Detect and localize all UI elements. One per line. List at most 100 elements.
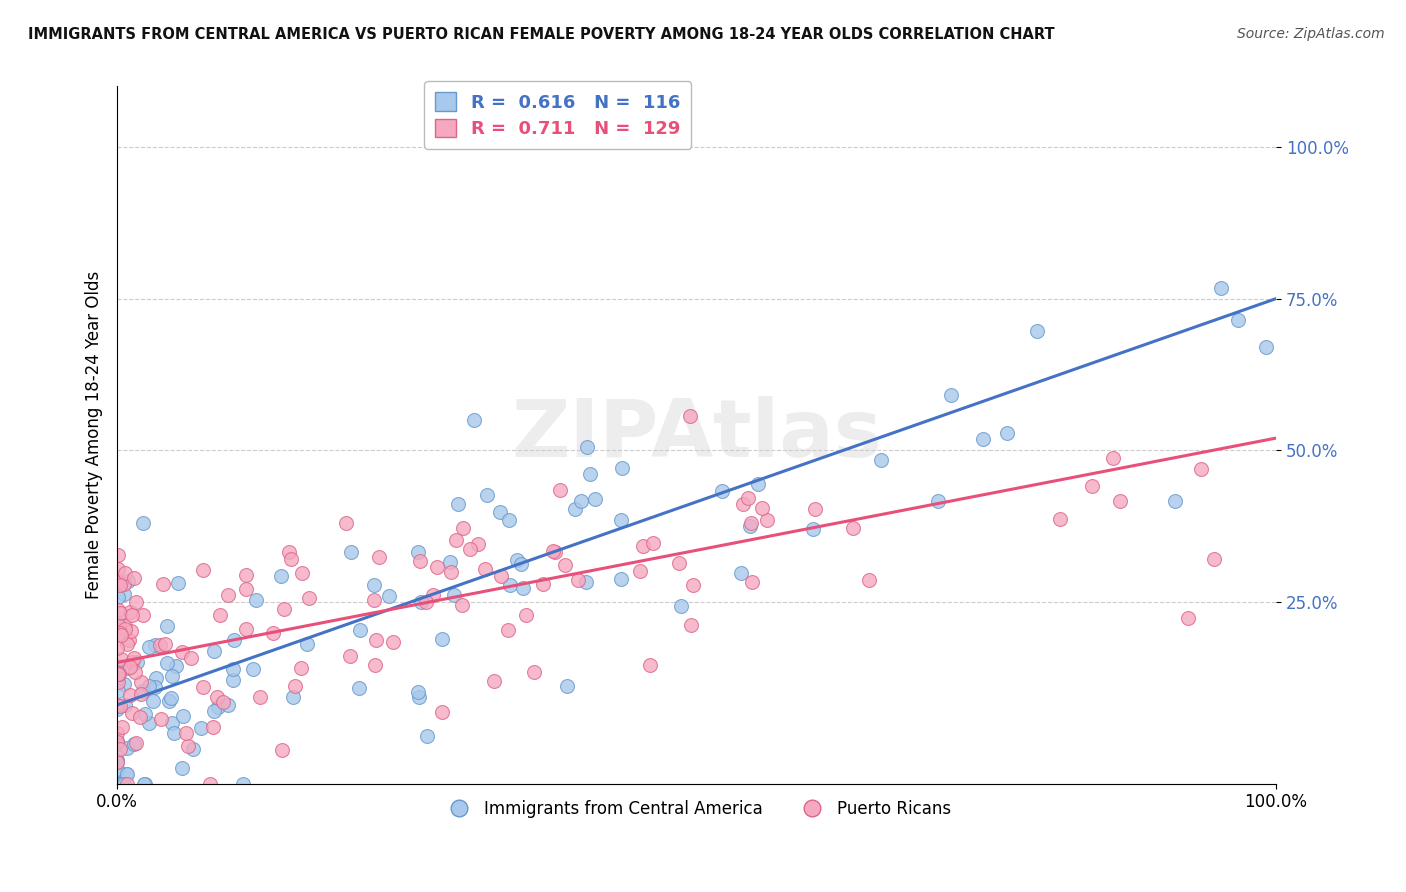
- Point: [105, 673, 128, 687]
- Point: [105, 777, 128, 791]
- Point: [363, 593, 385, 607]
- Point: [679, 409, 702, 423]
- Point: [488, 505, 510, 519]
- Point: [124, 665, 146, 680]
- Point: [143, 680, 166, 694]
- Point: [222, 633, 245, 648]
- Point: [121, 706, 143, 720]
- Point: [111, 720, 134, 734]
- Point: [160, 691, 183, 706]
- Point: [499, 577, 522, 591]
- Point: [205, 690, 228, 705]
- Point: [177, 739, 200, 753]
- Point: [1227, 313, 1250, 327]
- Point: [249, 690, 271, 704]
- Point: [555, 679, 578, 693]
- Point: [575, 440, 598, 454]
- Text: IMMIGRANTS FROM CENTRAL AMERICA VS PUERTO RICAN FEMALE POVERTY AMONG 18-24 YEAR : IMMIGRANTS FROM CENTRAL AMERICA VS PUERT…: [28, 27, 1054, 42]
- Point: [235, 582, 257, 597]
- Point: [440, 565, 463, 579]
- Point: [628, 564, 651, 578]
- Point: [160, 715, 183, 730]
- Point: [1189, 462, 1212, 476]
- Point: [143, 638, 166, 652]
- Point: [108, 619, 131, 633]
- Point: [741, 575, 763, 590]
- Point: [408, 544, 430, 558]
- Point: [170, 645, 193, 659]
- Point: [181, 741, 204, 756]
- Point: [290, 661, 312, 675]
- Point: [221, 673, 243, 688]
- Point: [163, 725, 186, 739]
- Point: [510, 558, 533, 572]
- Point: [477, 488, 499, 502]
- Point: [496, 623, 519, 637]
- Point: [132, 777, 155, 791]
- Point: [377, 589, 399, 603]
- Point: [432, 705, 454, 719]
- Point: [569, 493, 592, 508]
- Point: [108, 577, 131, 591]
- Point: [117, 574, 139, 588]
- Point: [120, 624, 142, 638]
- Point: [381, 634, 404, 648]
- Point: [108, 741, 131, 756]
- Point: [278, 544, 301, 558]
- Point: [1211, 281, 1233, 295]
- Point: [114, 566, 136, 581]
- Point: [641, 536, 664, 550]
- Point: [972, 432, 994, 446]
- Point: [1202, 552, 1225, 566]
- Point: [740, 516, 762, 531]
- Point: [202, 720, 225, 734]
- Point: [474, 562, 496, 576]
- Point: [363, 578, 385, 592]
- Point: [339, 649, 361, 664]
- Point: [669, 599, 692, 613]
- Point: [107, 777, 129, 791]
- Point: [366, 633, 388, 648]
- Point: [156, 619, 179, 633]
- Point: [118, 633, 141, 648]
- Point: [451, 521, 474, 535]
- Point: [115, 777, 138, 791]
- Point: [107, 562, 129, 576]
- Point: [858, 573, 880, 587]
- Point: [349, 681, 371, 695]
- Point: [122, 651, 145, 665]
- Point: [107, 616, 129, 631]
- Point: [114, 576, 136, 591]
- Point: [118, 688, 141, 702]
- Point: [801, 522, 824, 536]
- Point: [217, 698, 239, 713]
- Point: [415, 595, 437, 609]
- Point: [138, 640, 160, 654]
- Point: [575, 575, 598, 590]
- Point: [105, 726, 128, 740]
- Point: [426, 559, 449, 574]
- Point: [679, 618, 702, 632]
- Point: [583, 491, 606, 506]
- Point: [107, 777, 129, 791]
- Point: [682, 578, 704, 592]
- Point: [107, 549, 129, 563]
- Point: [131, 516, 153, 530]
- Point: [107, 674, 129, 689]
- Point: [121, 607, 143, 622]
- Point: [105, 735, 128, 749]
- Point: [430, 632, 453, 646]
- Point: [271, 743, 294, 757]
- Point: [134, 706, 156, 721]
- Point: [1177, 611, 1199, 625]
- Point: [115, 637, 138, 651]
- Point: [447, 497, 470, 511]
- Point: [115, 740, 138, 755]
- Point: [842, 521, 865, 535]
- Point: [200, 777, 222, 791]
- Point: [132, 607, 155, 622]
- Point: [193, 681, 215, 695]
- Point: [115, 767, 138, 781]
- Point: [567, 573, 589, 587]
- Point: [1102, 450, 1125, 465]
